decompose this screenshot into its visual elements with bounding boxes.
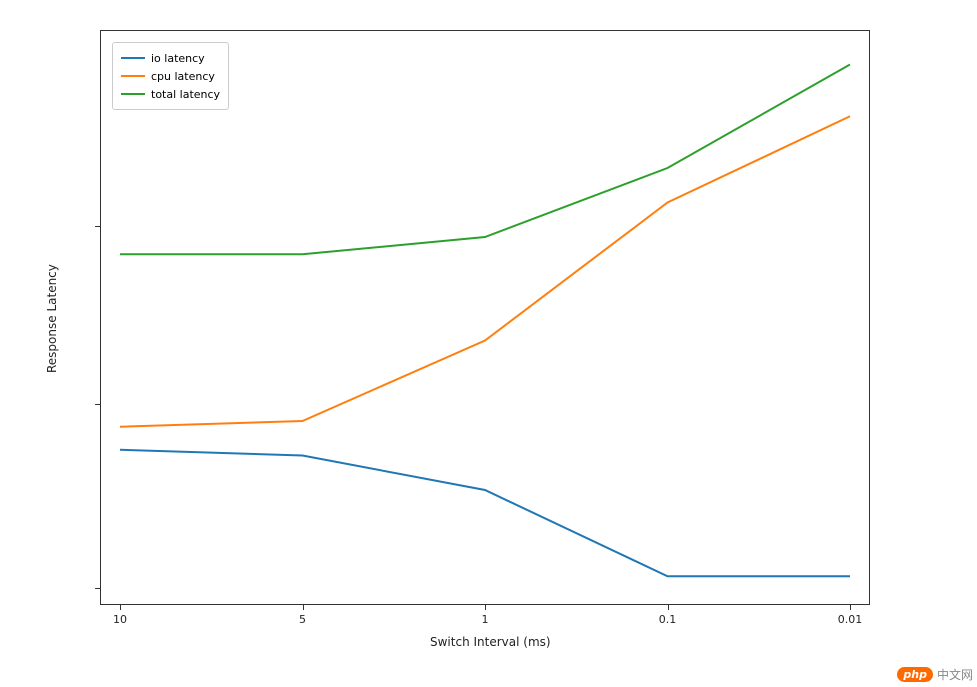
x-tick-mark (668, 605, 669, 610)
x-tick-label: 10 (113, 613, 127, 626)
chart-container: Response Latency Switch Interval (ms) io… (0, 0, 977, 687)
watermark-badge: php (897, 667, 933, 682)
series-cpu-latency (120, 116, 850, 427)
legend-swatch (121, 57, 145, 59)
x-tick-label: 5 (299, 613, 306, 626)
y-axis-label: Response Latency (45, 264, 59, 373)
legend-item: total latency (121, 85, 220, 103)
legend-swatch (121, 93, 145, 95)
legend: io latency cpu latency total latency (112, 42, 229, 110)
x-tick-label: 1 (482, 613, 489, 626)
y-tick-mark (95, 226, 100, 227)
x-tick-mark (485, 605, 486, 610)
x-tick-mark (850, 605, 851, 610)
x-tick-label: 0.01 (838, 613, 863, 626)
series-io-latency (120, 450, 850, 577)
legend-label: total latency (151, 88, 220, 101)
legend-label: cpu latency (151, 70, 215, 83)
x-tick-mark (303, 605, 304, 610)
y-tick-mark (95, 404, 100, 405)
legend-label: io latency (151, 52, 205, 65)
watermark: php 中文网 (897, 666, 973, 683)
y-tick-mark (95, 588, 100, 589)
legend-swatch (121, 75, 145, 77)
legend-item: io latency (121, 49, 220, 67)
series-total-latency (120, 65, 850, 255)
x-tick-label: 0.1 (659, 613, 677, 626)
watermark-text: 中文网 (937, 666, 973, 683)
legend-item: cpu latency (121, 67, 220, 85)
x-tick-mark (120, 605, 121, 610)
x-axis-label: Switch Interval (ms) (430, 635, 551, 649)
